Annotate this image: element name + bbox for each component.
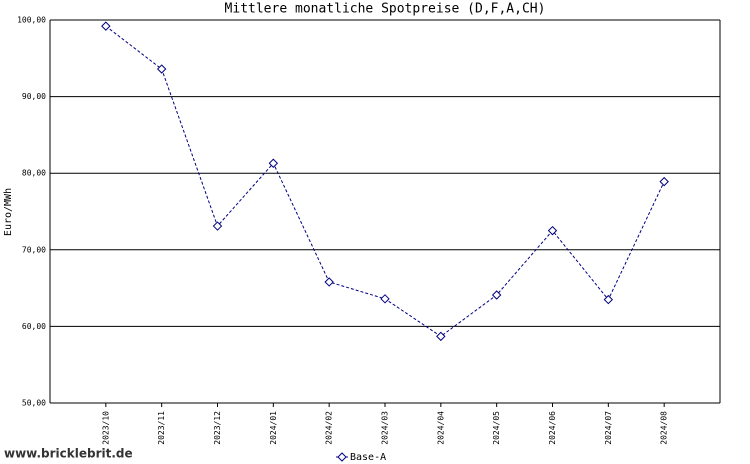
x-tick-label: 2024/07	[604, 411, 613, 445]
data-point	[268, 158, 279, 168]
chart-title: Mittlere monatliche Spotpreise (D,F,A,CH…	[225, 2, 546, 17]
x-tick-label: 2024/02	[325, 411, 334, 445]
data-point	[491, 290, 502, 300]
data-point	[547, 225, 558, 236]
data-point	[380, 294, 390, 304]
data-point	[212, 221, 223, 231]
data-point	[101, 21, 111, 31]
x-tick-label: 2023/10	[101, 411, 110, 445]
y-tick-label: 50,00	[22, 399, 46, 408]
y-tick-label: 70,00	[22, 245, 46, 254]
x-tick-label: 2024/04	[436, 411, 445, 445]
y-tick-label: 60,00	[22, 322, 46, 331]
data-point	[659, 176, 669, 187]
watermark: www.bricklebrit.de	[4, 447, 133, 461]
x-tick-label: 2023/11	[157, 411, 166, 445]
data-point	[436, 331, 446, 342]
legend-marker	[337, 452, 347, 462]
x-tick-label: 2023/12	[213, 411, 222, 445]
y-tick-label: 100,00	[17, 16, 46, 25]
data-point	[603, 294, 614, 305]
data-point	[156, 64, 167, 74]
x-tick-label: 2024/03	[381, 411, 390, 445]
y-tick-label: 90,00	[22, 92, 46, 101]
x-tick-label: 2024/01	[269, 411, 278, 445]
x-tick-label: 2024/06	[548, 411, 557, 445]
x-tick-label: 2024/08	[660, 411, 669, 445]
x-tick-label: 2024/05	[492, 411, 501, 445]
legend-label: Base-A	[350, 452, 386, 463]
y-axis-label: Euro/MWh	[3, 188, 14, 236]
data-point	[324, 277, 334, 287]
y-tick-label: 80,00	[22, 169, 46, 178]
